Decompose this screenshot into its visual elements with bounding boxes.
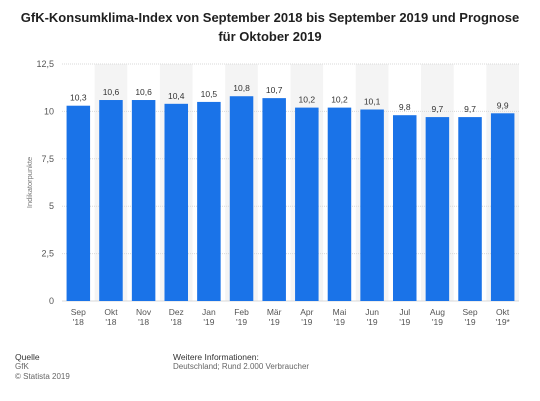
- bar-chart: 02,557,51012,5Indikatorpunkte10,3Sep'181…: [25, 59, 519, 327]
- bar: [327, 107, 352, 301]
- x-tick-label: Feb: [234, 307, 249, 317]
- data-label: 10,2: [299, 95, 316, 105]
- data-label: 10,4: [168, 91, 185, 101]
- y-axis-label: Indikatorpunkte: [25, 157, 34, 208]
- data-label: 10,5: [201, 89, 218, 99]
- bar: [360, 109, 384, 301]
- x-tick-label: '19: [367, 317, 378, 327]
- data-label: 10,2: [331, 95, 348, 105]
- x-tick-label: '19*: [495, 317, 510, 327]
- x-tick-label: '19: [399, 317, 410, 327]
- bar: [392, 115, 417, 301]
- x-tick-label: '19: [236, 317, 247, 327]
- x-tick-label: Aug: [430, 307, 445, 317]
- bar: [295, 107, 319, 301]
- bar: [131, 100, 156, 301]
- bar: [99, 100, 123, 301]
- x-tick-label: Okt: [104, 307, 118, 317]
- x-tick-label: '19: [301, 317, 312, 327]
- x-tick-label: Dez: [169, 307, 184, 317]
- info-block: Weitere Informationen: Deutschland; Rund…: [173, 352, 309, 372]
- x-tick-label: Sep: [71, 307, 86, 317]
- data-label: 9,7: [431, 104, 443, 114]
- data-label: 9,9: [497, 100, 509, 110]
- x-tick-label: Jul: [399, 307, 410, 317]
- x-tick-label: '19: [269, 317, 280, 327]
- y-tick-label: 0: [49, 296, 54, 306]
- x-tick-label: Mär: [267, 307, 282, 317]
- info-text: Deutschland; Rund 2.000 Verbraucher: [173, 362, 310, 371]
- y-tick-label: 10: [44, 106, 54, 116]
- x-tick-label: '19: [432, 317, 443, 327]
- data-label: 10,7: [266, 85, 283, 95]
- bar: [458, 117, 482, 301]
- info-heading: Weitere Informationen:: [173, 352, 259, 362]
- chart-title: GfK-Konsumklima-Index von September 2018…: [20, 10, 520, 44]
- x-tick-label: Mai: [333, 307, 347, 317]
- bar: [66, 105, 91, 301]
- x-tick-label: Jun: [365, 307, 379, 317]
- data-label: 10,8: [233, 83, 250, 93]
- y-tick-label: 2,5: [41, 249, 54, 259]
- x-tick-label: Apr: [300, 307, 313, 317]
- source-block: Quelle GfK © Statista 2019: [15, 352, 70, 382]
- bar: [262, 98, 286, 302]
- x-tick-label: '18: [138, 317, 149, 327]
- y-tick-label: 7,5: [41, 154, 54, 164]
- source-heading: Quelle: [15, 352, 40, 362]
- bar: [425, 117, 450, 301]
- x-tick-label: Sep: [462, 307, 477, 317]
- x-tick-label: '18: [105, 317, 116, 327]
- x-tick-label: Nov: [136, 307, 152, 317]
- bar: [197, 101, 221, 301]
- data-label: 10,3: [70, 93, 87, 103]
- data-label: 10,1: [364, 97, 381, 107]
- bar: [164, 103, 189, 301]
- bar: [229, 96, 254, 302]
- x-tick-label: Okt: [496, 307, 510, 317]
- data-label: 10,6: [103, 87, 120, 97]
- x-tick-label: '19: [203, 317, 214, 327]
- x-tick-label: Jan: [202, 307, 216, 317]
- data-label: 9,7: [464, 104, 476, 114]
- x-tick-label: '18: [73, 317, 84, 327]
- data-label: 10,6: [135, 87, 152, 97]
- bar: [490, 113, 515, 302]
- copyright-text[interactable]: © Statista 2019: [15, 372, 70, 381]
- data-label: 9,8: [399, 102, 411, 112]
- y-tick-label: 5: [49, 201, 54, 211]
- x-tick-label: '18: [171, 317, 182, 327]
- y-tick-label: 12,5: [36, 59, 54, 69]
- x-tick-label: '19: [464, 317, 475, 327]
- source-name[interactable]: GfK: [15, 362, 29, 371]
- x-tick-label: '19: [334, 317, 345, 327]
